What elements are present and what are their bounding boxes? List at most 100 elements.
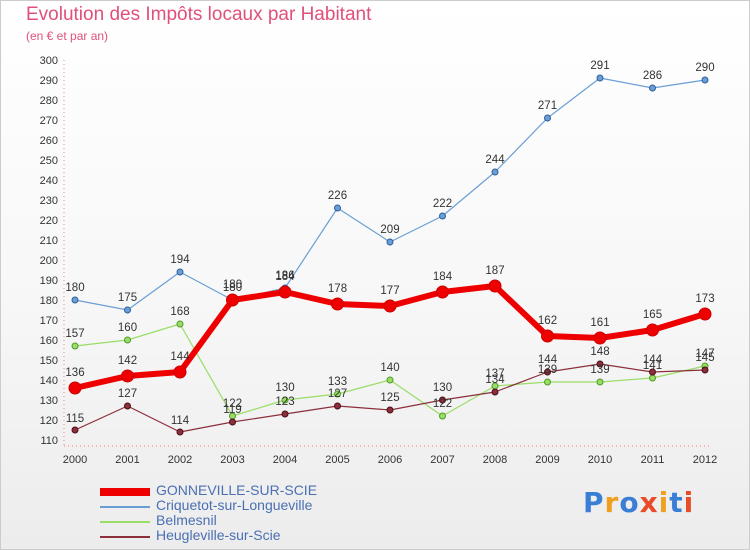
data-label: 122 bbox=[223, 398, 242, 410]
data-label: 134 bbox=[485, 374, 505, 386]
data-label: 133 bbox=[328, 376, 347, 388]
series-line-2 bbox=[74, 77, 706, 311]
data-point bbox=[281, 396, 289, 404]
data-point bbox=[701, 366, 709, 374]
data-label: 130 bbox=[433, 382, 452, 394]
x-tick-label: 2000 bbox=[63, 454, 87, 466]
data-point bbox=[331, 297, 344, 311]
data-label: 142 bbox=[118, 355, 137, 367]
data-point bbox=[334, 402, 341, 410]
data-point bbox=[278, 285, 292, 299]
data-label: 144 bbox=[643, 354, 663, 366]
data-label: 209 bbox=[380, 224, 399, 236]
data-label: 162 bbox=[538, 315, 557, 327]
data-label: 194 bbox=[170, 254, 190, 266]
data-label: 290 bbox=[695, 62, 714, 74]
data-point bbox=[173, 365, 187, 379]
data-point bbox=[334, 390, 341, 398]
logo-letter: P bbox=[583, 486, 605, 519]
data-point bbox=[596, 74, 604, 82]
y-tick-label: 180 bbox=[40, 295, 58, 307]
data-label: 271 bbox=[538, 100, 557, 112]
data-point bbox=[439, 212, 446, 220]
y-tick-label: 130 bbox=[40, 395, 58, 407]
y-tick-label: 290 bbox=[40, 75, 58, 87]
data-point bbox=[701, 76, 709, 84]
data-label: 145 bbox=[695, 352, 714, 364]
data-label: 187 bbox=[485, 265, 504, 277]
legend-label: Criquetot-sur-Longueville bbox=[156, 497, 313, 513]
data-label: 184 bbox=[433, 271, 453, 283]
data-label: 141 bbox=[643, 360, 662, 372]
data-label: 291 bbox=[590, 60, 609, 72]
y-tick-label: 170 bbox=[40, 315, 58, 327]
logo-letter: t bbox=[669, 486, 684, 519]
data-label: 160 bbox=[118, 322, 137, 334]
data-label: 140 bbox=[380, 362, 399, 374]
data-point bbox=[334, 204, 341, 212]
data-label: 161 bbox=[590, 317, 609, 329]
data-label: 122 bbox=[433, 398, 452, 410]
y-tick-label: 280 bbox=[40, 95, 58, 107]
x-tick-label: 2002 bbox=[168, 454, 192, 466]
logo-letter: i bbox=[683, 486, 695, 519]
data-point bbox=[229, 418, 236, 426]
data-label: 244 bbox=[485, 154, 505, 166]
legend-swatch bbox=[100, 536, 150, 538]
data-label: 115 bbox=[66, 413, 84, 425]
data-point bbox=[68, 381, 82, 395]
data-point bbox=[71, 296, 79, 304]
y-tick-label: 140 bbox=[40, 375, 58, 387]
y-tick-label: 150 bbox=[40, 355, 58, 367]
logo-letter: i bbox=[658, 486, 670, 519]
data-label: 139 bbox=[538, 364, 557, 376]
data-label: 165 bbox=[643, 309, 662, 321]
y-tick-label: 210 bbox=[40, 235, 58, 247]
data-label: 222 bbox=[433, 198, 452, 210]
data-label: 180 bbox=[223, 279, 242, 291]
data-point bbox=[439, 412, 446, 420]
data-label: 127 bbox=[118, 388, 137, 400]
data-label: 177 bbox=[380, 285, 399, 297]
data-point bbox=[649, 368, 656, 376]
data-label: 168 bbox=[170, 306, 189, 318]
data-label: 123 bbox=[275, 396, 294, 408]
data-point bbox=[124, 336, 131, 344]
data-point bbox=[544, 378, 551, 386]
chart-title: Evolution des Impôts locaux par Habitant bbox=[26, 4, 372, 25]
data-point bbox=[596, 360, 604, 368]
data-point bbox=[386, 406, 394, 414]
y-tick-label: 120 bbox=[40, 415, 58, 427]
x-tick-label: 2001 bbox=[115, 454, 139, 466]
y-tick-label: 240 bbox=[40, 175, 58, 187]
data-point bbox=[491, 168, 499, 176]
data-point bbox=[596, 378, 604, 386]
y-tick-label: 250 bbox=[40, 155, 58, 167]
data-label: 148 bbox=[590, 346, 609, 358]
data-label: 144 bbox=[538, 354, 558, 366]
data-label: 147 bbox=[695, 348, 714, 360]
x-tick-label: 2003 bbox=[220, 454, 244, 466]
legend-label: Heugleville-sur-Scie bbox=[156, 527, 281, 543]
data-point bbox=[176, 268, 184, 276]
data-point bbox=[386, 238, 394, 246]
y-tick-label: 220 bbox=[40, 215, 58, 227]
legend-label: GONNEVILLE-SUR-SCIE bbox=[156, 482, 318, 498]
x-tick-label: 2010 bbox=[588, 454, 612, 466]
y-tick-label: 160 bbox=[40, 335, 58, 347]
data-label: 127 bbox=[328, 388, 347, 400]
x-tick-label: 2008 bbox=[483, 454, 507, 466]
data-label: 125 bbox=[380, 392, 399, 404]
x-tick-label: 2004 bbox=[273, 454, 297, 466]
legend-swatch bbox=[100, 506, 150, 508]
y-tick-label: 260 bbox=[40, 135, 58, 147]
chart-subtitle: (en € et par an) bbox=[26, 29, 109, 43]
data-label: 137 bbox=[485, 368, 504, 380]
x-tick-label: 2009 bbox=[535, 454, 559, 466]
y-tick-label: 190 bbox=[40, 275, 58, 287]
y-tick-label: 300 bbox=[40, 55, 58, 67]
data-label: 175 bbox=[118, 292, 137, 304]
data-point bbox=[649, 374, 656, 382]
